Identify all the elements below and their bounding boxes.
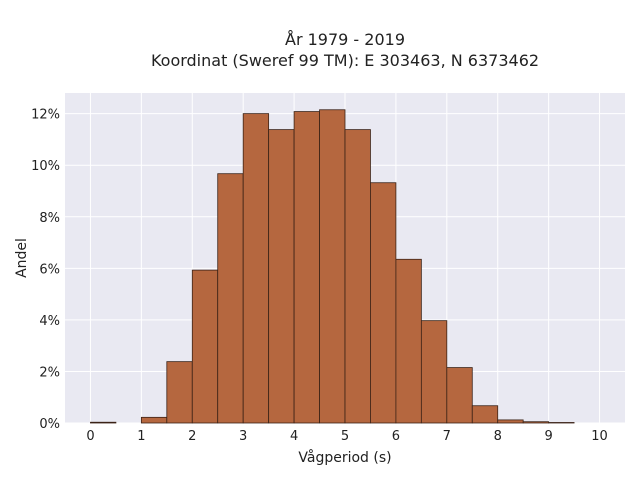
histogram-bar [140,416,168,424]
x-tick-label: 1 [137,429,145,444]
x-tick-label: 10 [591,429,608,444]
y-tick-label: 0% [39,417,60,432]
histogram-bar [395,258,422,424]
histogram-bar [166,361,193,424]
y-tick-label: 6% [39,262,60,277]
x-tick-label: 2 [188,429,196,444]
y-tick-label: 10% [31,159,60,174]
x-tick-label: 8 [494,429,502,444]
y-axis-label: Andel [14,238,30,278]
y-tick-label: 8% [39,211,60,226]
histogram-bar [242,113,270,424]
histogram-bar [548,422,575,424]
histogram-bar [90,421,117,424]
histogram-bar [522,421,550,424]
y-tick-label: 12% [31,108,60,123]
chart-title: År 1979 - 2019 Koordinat (Sweref 99 TM):… [151,30,539,70]
y-tick-label: 2% [39,365,60,380]
x-tick-label: 7 [443,429,451,444]
y-tick-label: 4% [39,314,60,329]
histogram-bar [319,109,346,424]
histogram-bar [268,129,295,424]
x-tick-label: 9 [544,429,552,444]
x-tick-label: 6 [392,429,400,444]
x-tick-label: 3 [239,429,247,444]
histogram-bar [420,320,448,424]
histogram-bar [471,405,499,424]
x-tick-label: 0 [86,429,94,444]
x-axis-label: Vågperiod (s) [298,449,391,466]
histogram-bar [446,367,473,424]
chart-title-line-2: Koordinat (Sweref 99 TM): E 303463, N 63… [151,51,539,70]
histogram-bar [344,129,371,424]
histogram-bar [217,173,244,424]
chart-title-line-1: År 1979 - 2019 [285,30,405,49]
histogram-bar [191,269,219,424]
x-axis-ticks: 0 1 2 3 4 5 6 7 8 9 10 [86,429,608,444]
y-axis-ticks: 0% 2% 4% 6% 8% 10% 12% [31,108,60,432]
bars [90,109,575,424]
histogram-bar [497,419,524,424]
x-tick-label: 4 [290,429,298,444]
histogram-bar [370,182,397,424]
histogram-bar [293,111,320,424]
x-tick-label: 5 [341,429,349,444]
